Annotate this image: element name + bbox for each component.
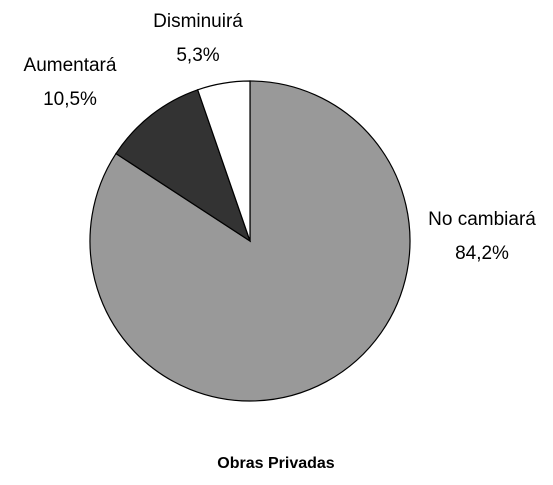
slice-name: Disminuirá <box>153 11 243 32</box>
slice-value-label: 5,3% <box>176 45 219 66</box>
pie-slice <box>196 80 251 242</box>
pie-slice <box>115 89 252 243</box>
slice-name: Aumentará <box>24 55 117 76</box>
slice-value-label: 84,2% <box>455 243 509 264</box>
slice-name: No cambiará <box>428 209 536 230</box>
chart-title: Obras Privadas <box>217 455 335 472</box>
slice-value-label: 10,5% <box>43 89 97 110</box>
